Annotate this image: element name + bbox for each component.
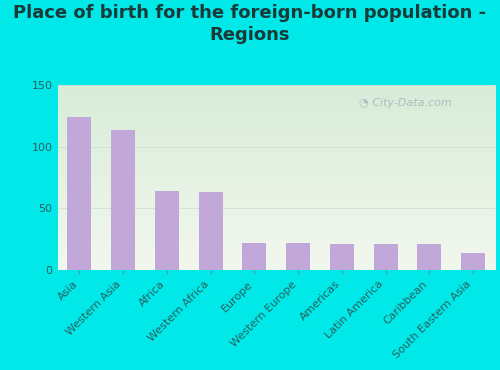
Bar [330, 244, 354, 270]
Bar [68, 117, 92, 270]
Bar [155, 191, 179, 270]
Bar [286, 243, 310, 270]
Bar [242, 243, 266, 270]
Bar [198, 192, 222, 270]
Bar [111, 130, 135, 270]
Text: ◔ City-Data.com: ◔ City-Data.com [360, 98, 452, 108]
Bar [461, 253, 485, 270]
Bar [418, 244, 442, 270]
Text: Place of birth for the foreign-born population -
Regions: Place of birth for the foreign-born popu… [14, 4, 486, 44]
Bar [374, 244, 398, 270]
